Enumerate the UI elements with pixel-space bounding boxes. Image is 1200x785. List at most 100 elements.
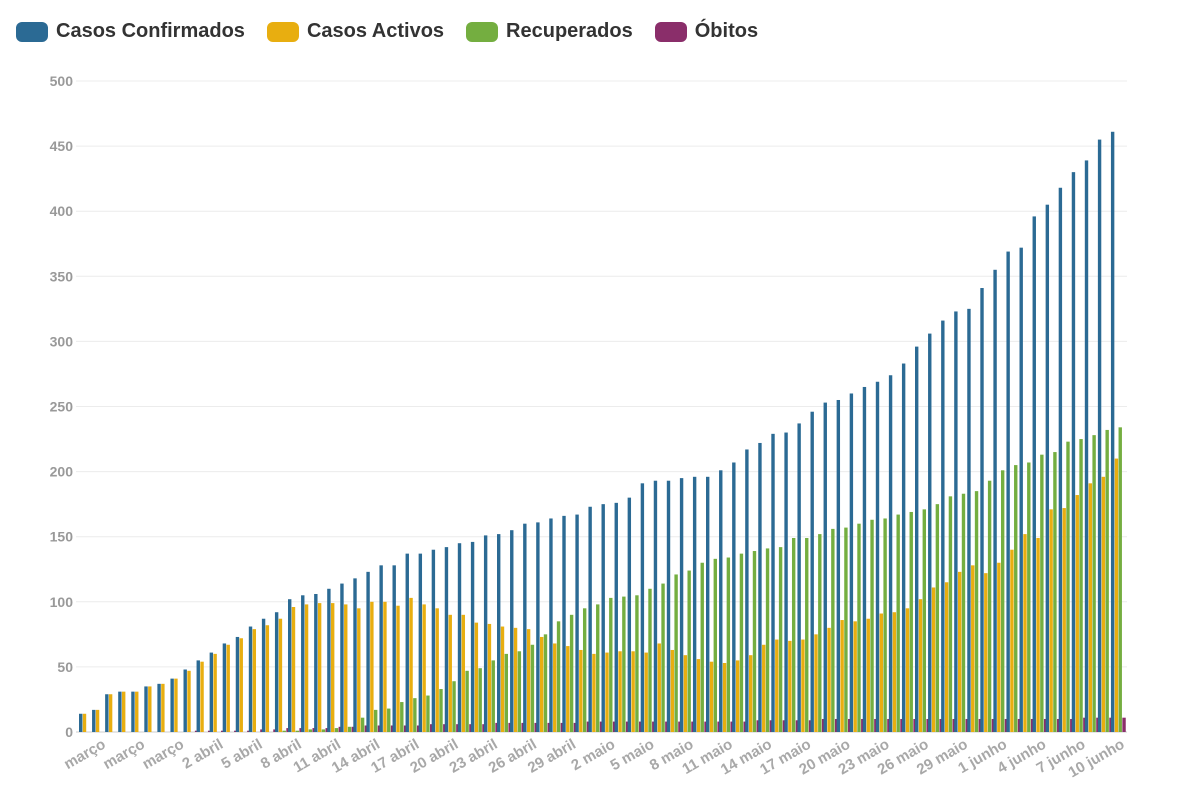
bar-recuperados[interactable] <box>1105 429 1109 732</box>
bar-activos[interactable] <box>317 603 322 732</box>
bar-recuperados[interactable] <box>896 514 900 732</box>
bar-confirmados[interactable] <box>444 547 449 732</box>
bar-recuperados[interactable] <box>726 557 731 732</box>
bar-activos[interactable] <box>474 622 479 732</box>
bar-activos[interactable] <box>657 643 661 732</box>
bar-recuperados[interactable] <box>1118 427 1122 732</box>
bar-activos[interactable] <box>775 639 779 732</box>
bar-activos[interactable] <box>187 670 191 732</box>
bar-confirmados[interactable] <box>758 442 762 732</box>
bar-confirmados[interactable] <box>170 678 174 732</box>
bar-confirmados[interactable] <box>706 476 710 732</box>
bar-recuperados[interactable] <box>635 595 639 732</box>
bar-confirmados[interactable] <box>810 411 814 732</box>
bar-confirmados[interactable] <box>105 694 109 732</box>
bar-activos[interactable] <box>735 660 740 732</box>
bar-activos[interactable] <box>709 661 714 732</box>
bar-recuperados[interactable] <box>413 698 417 732</box>
bar-recuperados[interactable] <box>556 621 561 732</box>
bar-confirmados[interactable] <box>1019 247 1023 732</box>
bar-activos[interactable] <box>592 653 596 732</box>
bar-confirmados[interactable] <box>118 691 122 732</box>
bar-activos[interactable] <box>1036 538 1040 732</box>
bar-activos[interactable] <box>1010 549 1014 732</box>
bar-confirmados[interactable] <box>601 504 605 732</box>
bar-confirmados[interactable] <box>457 543 462 732</box>
bar-activos[interactable] <box>918 599 923 732</box>
bar-recuperados[interactable] <box>1000 470 1005 732</box>
bar-activos[interactable] <box>748 655 753 732</box>
bar-confirmados[interactable] <box>353 578 357 732</box>
bar-confirmados[interactable] <box>967 308 971 732</box>
bar-activos[interactable] <box>971 565 975 732</box>
bar-activos[interactable] <box>931 587 936 732</box>
bar-activos[interactable] <box>396 605 400 732</box>
bar-recuperados[interactable] <box>282 730 286 732</box>
bar-recuperados[interactable] <box>387 708 391 732</box>
bar-confirmados[interactable] <box>340 583 344 732</box>
bar-confirmados[interactable] <box>79 713 83 732</box>
legend-item-recuperados[interactable]: Recuperados <box>466 20 633 43</box>
bar-activos[interactable] <box>997 562 1001 732</box>
bar-recuperados[interactable] <box>426 695 430 732</box>
bar-activos[interactable] <box>1049 509 1053 732</box>
bar-recuperados[interactable] <box>609 597 613 732</box>
bar-recuperados[interactable] <box>870 519 874 732</box>
bar-recuperados[interactable] <box>713 558 717 732</box>
bar-confirmados[interactable] <box>183 669 187 733</box>
bar-confirmados[interactable] <box>980 288 984 732</box>
bar-activos[interactable] <box>174 678 178 732</box>
bar-confirmados[interactable] <box>993 269 997 732</box>
bar-recuperados[interactable] <box>648 588 652 732</box>
bar-recuperados[interactable] <box>765 548 770 732</box>
bar-recuperados[interactable] <box>530 644 535 732</box>
bar-confirmados[interactable] <box>627 497 632 732</box>
bar-recuperados[interactable] <box>400 702 404 732</box>
bar-activos[interactable] <box>448 614 452 732</box>
bar-activos[interactable] <box>252 629 257 732</box>
bar-recuperados[interactable] <box>295 730 299 732</box>
bar-recuperados[interactable] <box>935 504 940 732</box>
bar-activos[interactable] <box>148 686 152 732</box>
bar-activos[interactable] <box>500 626 505 732</box>
bar-activos[interactable] <box>370 601 374 732</box>
bar-recuperados[interactable] <box>739 553 744 732</box>
bar-confirmados[interactable] <box>901 363 906 732</box>
bar-recuperados[interactable] <box>752 551 757 732</box>
bar-confirmados[interactable] <box>745 449 749 732</box>
bar-activos[interactable] <box>330 603 335 732</box>
bar-confirmados[interactable] <box>954 311 958 732</box>
bar-confirmados[interactable] <box>679 478 684 732</box>
bar-confirmados[interactable] <box>1097 139 1102 733</box>
bar-recuperados[interactable] <box>308 729 313 732</box>
bar-confirmados[interactable] <box>640 483 645 732</box>
bar-confirmados[interactable] <box>144 686 148 732</box>
bar-confirmados[interactable] <box>379 565 383 732</box>
bar-activos[interactable] <box>422 604 426 732</box>
bar-confirmados[interactable] <box>1071 172 1076 732</box>
bar-recuperados[interactable] <box>360 717 365 732</box>
bar-recuperados[interactable] <box>582 608 587 732</box>
bar-recuperados[interactable] <box>1014 465 1018 732</box>
bar-activos[interactable] <box>1023 534 1027 732</box>
bar-confirmados[interactable] <box>928 333 932 732</box>
bar-confirmados[interactable] <box>1032 216 1036 732</box>
bar-confirmados[interactable] <box>588 506 592 732</box>
bar-recuperados[interactable] <box>1079 439 1083 732</box>
bar-confirmados[interactable] <box>392 565 396 732</box>
bar-recuperados[interactable] <box>321 729 326 732</box>
bar-recuperados[interactable] <box>569 614 574 732</box>
bar-activos[interactable] <box>304 604 309 732</box>
bar-recuperados[interactable] <box>661 583 665 732</box>
bar-recuperados[interactable] <box>805 538 809 732</box>
bar-recuperados[interactable] <box>1092 435 1096 732</box>
bar-confirmados[interactable] <box>288 599 292 732</box>
bar-activos[interactable] <box>82 713 87 732</box>
bar-recuperados[interactable] <box>883 518 887 732</box>
bar-confirmados[interactable] <box>849 393 854 732</box>
bar-recuperados[interactable] <box>596 604 600 732</box>
bar-confirmados[interactable] <box>209 652 214 732</box>
bar-confirmados[interactable] <box>418 553 423 732</box>
bar-activos[interactable] <box>892 612 897 732</box>
bar-recuperados[interactable] <box>347 726 352 732</box>
